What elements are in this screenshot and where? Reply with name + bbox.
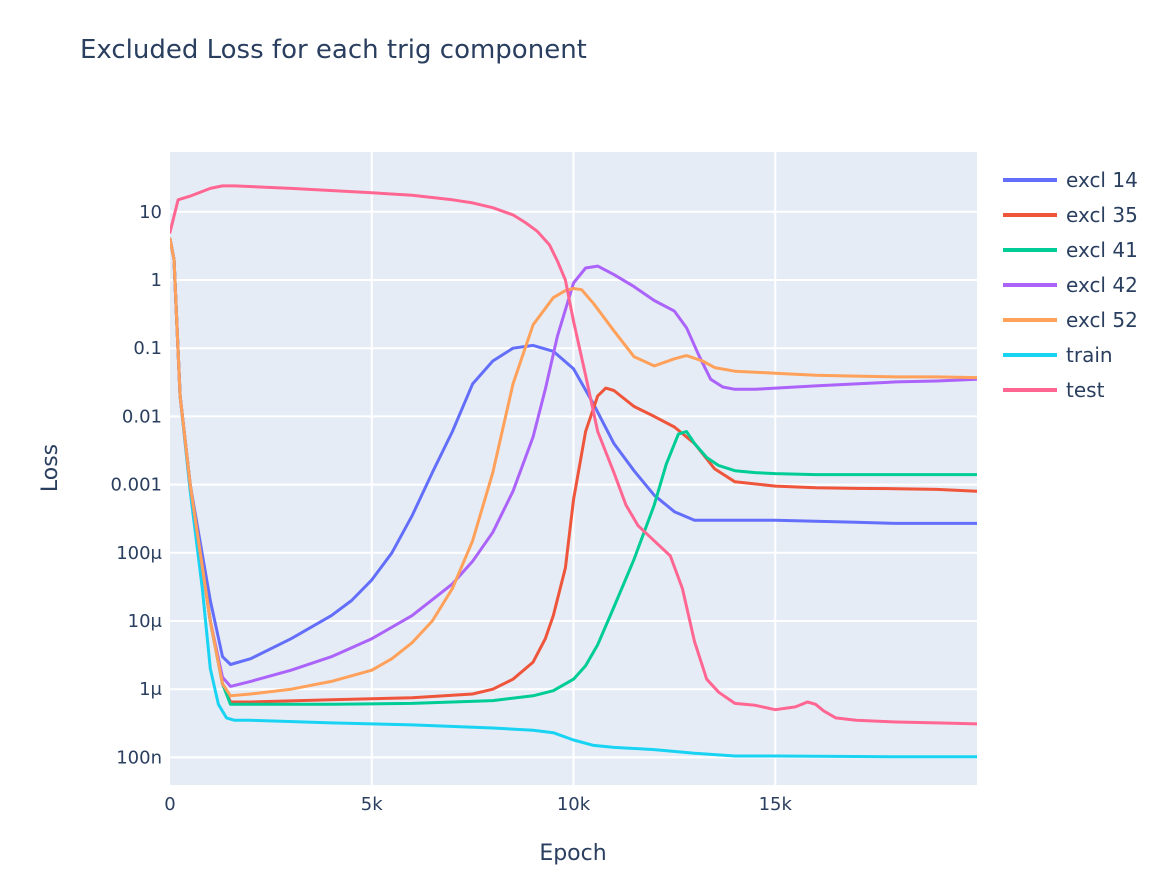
y-axis-title: Loss (38, 444, 63, 492)
series-line-excl-14[interactable] (170, 237, 977, 666)
legend-label: excl 42 (1066, 273, 1138, 297)
legend: excl 14 excl 35 excl 41 excl 42 excl 52 train… (1003, 168, 1138, 402)
y-tick-label: 100n (116, 747, 162, 768)
legend-label: train (1066, 343, 1113, 367)
y-tick-label: 1μ (139, 679, 162, 700)
legend-item-excl-52[interactable]: excl 52 (1003, 308, 1138, 332)
legend-item-excl-14[interactable]: excl 14 (1003, 168, 1138, 192)
legend-label: excl 41 (1066, 238, 1138, 262)
chart-title: Excluded Loss for each trig component (80, 35, 587, 65)
series-line-excl-52[interactable] (170, 237, 977, 698)
x-tick-label: 5k (361, 794, 383, 815)
y-axis-ticks: 10 1 0.1 0.01 0.001 100μ 10μ 1μ 100n (110, 202, 162, 769)
x-tick-label: 10k (557, 794, 591, 815)
y-tick-label: 0.001 (110, 475, 162, 496)
series-line-test[interactable] (170, 184, 977, 726)
legend-label: test (1066, 378, 1105, 402)
y-tick-label: 1 (151, 270, 162, 291)
y-tick-label: 10 (139, 202, 162, 223)
y-tick-label: 100μ (116, 543, 162, 564)
x-axis-ticks: 0 5k 10k 15k (164, 794, 792, 815)
y-tick-label: 10μ (128, 611, 163, 632)
y-tick-label: 0.1 (133, 338, 162, 359)
legend-label: excl 35 (1066, 203, 1138, 227)
x-tick-label: 15k (759, 794, 793, 815)
series-lines (170, 184, 977, 759)
legend-item-test[interactable]: test (1003, 378, 1105, 402)
x-axis-title: Epoch (539, 841, 606, 866)
series-line-excl-41[interactable] (170, 237, 977, 706)
legend-item-excl-42[interactable]: excl 42 (1003, 273, 1138, 297)
legend-label: excl 52 (1066, 308, 1138, 332)
series-line-excl-42[interactable] (170, 237, 977, 688)
x-tick-label: 0 (164, 794, 175, 815)
legend-item-excl-41[interactable]: excl 41 (1003, 238, 1138, 262)
series-line-train[interactable] (170, 237, 977, 759)
y-tick-label: 0.01 (122, 406, 162, 427)
legend-item-train[interactable]: train (1003, 343, 1113, 367)
legend-label: excl 14 (1066, 168, 1138, 192)
legend-item-excl-35[interactable]: excl 35 (1003, 203, 1138, 227)
